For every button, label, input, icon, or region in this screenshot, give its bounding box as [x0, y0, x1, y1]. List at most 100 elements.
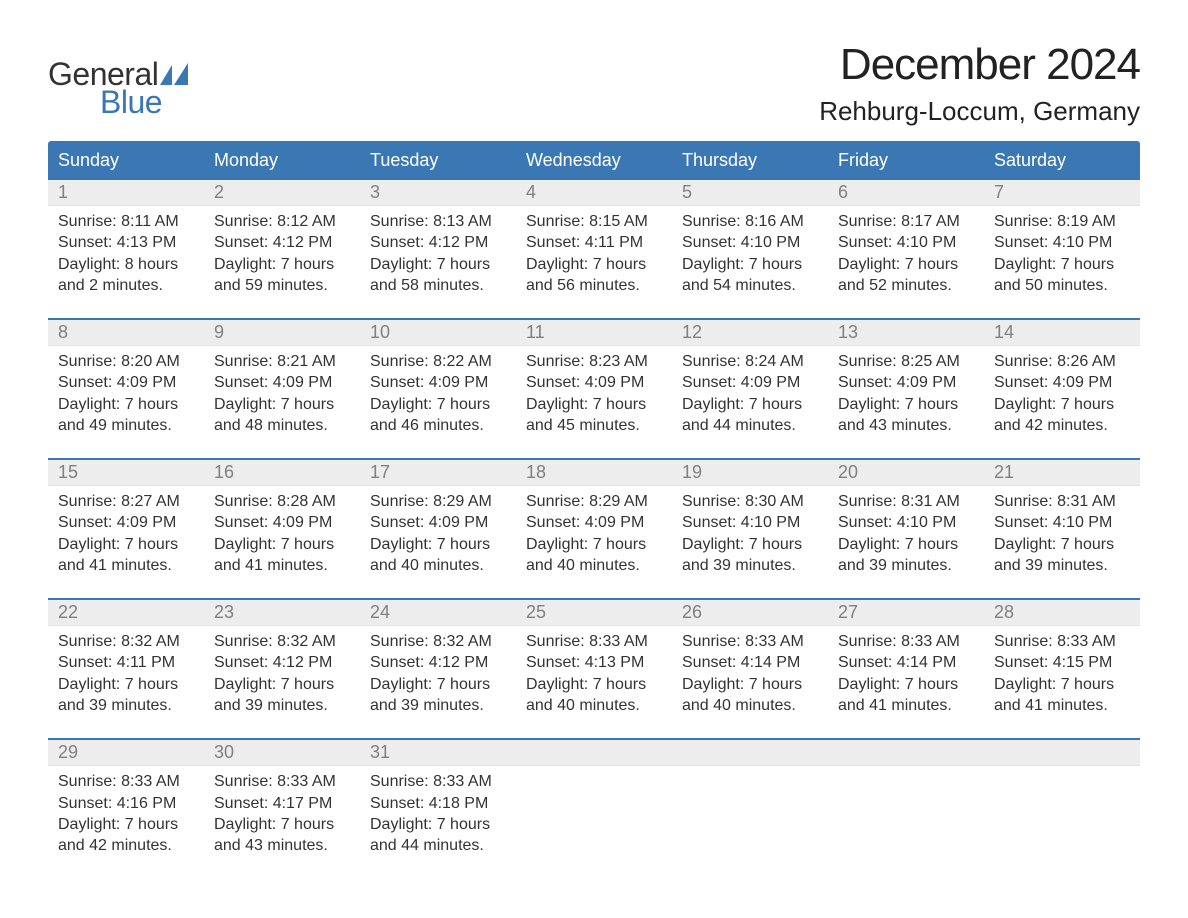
day-number-strip: 10: [360, 320, 516, 346]
day-body: Sunrise: 8:23 AMSunset: 4:09 PMDaylight:…: [516, 346, 672, 458]
day-number: 7: [984, 180, 1140, 205]
day-sunrise: Sunrise: 8:33 AM: [682, 631, 818, 652]
day-day1: Daylight: 7 hours: [682, 674, 818, 695]
day-cell: 19Sunrise: 8:30 AMSunset: 4:10 PMDayligh…: [672, 460, 828, 598]
day-sunset: Sunset: 4:14 PM: [838, 652, 974, 673]
day-day2: and 41 minutes.: [838, 695, 974, 716]
day-body: Sunrise: 8:26 AMSunset: 4:09 PMDaylight:…: [984, 346, 1140, 458]
day-day2: and 45 minutes.: [526, 415, 662, 436]
calendar: SundayMondayTuesdayWednesdayThursdayFrid…: [48, 141, 1140, 878]
day-cell: 1Sunrise: 8:11 AMSunset: 4:13 PMDaylight…: [48, 180, 204, 318]
week-row: 15Sunrise: 8:27 AMSunset: 4:09 PMDayligh…: [48, 458, 1140, 598]
day-sunrise: Sunrise: 8:11 AM: [58, 211, 194, 232]
day-sunset: Sunset: 4:12 PM: [214, 232, 350, 253]
day-day2: and 39 minutes.: [838, 555, 974, 576]
day-cell: 4Sunrise: 8:15 AMSunset: 4:11 PMDaylight…: [516, 180, 672, 318]
day-cell: 25Sunrise: 8:33 AMSunset: 4:13 PMDayligh…: [516, 600, 672, 738]
day-day1: Daylight: 7 hours: [370, 674, 506, 695]
day-sunrise: Sunrise: 8:33 AM: [214, 771, 350, 792]
day-sunset: Sunset: 4:09 PM: [994, 372, 1130, 393]
day-day1: Daylight: 7 hours: [214, 674, 350, 695]
day-sunset: Sunset: 4:17 PM: [214, 793, 350, 814]
day-body: Sunrise: 8:13 AMSunset: 4:12 PMDaylight:…: [360, 206, 516, 318]
day-day1: Daylight: 7 hours: [838, 254, 974, 275]
day-day2: and 43 minutes.: [214, 835, 350, 856]
day-body: Sunrise: 8:31 AMSunset: 4:10 PMDaylight:…: [984, 486, 1140, 598]
day-cell: 2Sunrise: 8:12 AMSunset: 4:12 PMDaylight…: [204, 180, 360, 318]
day-cell: 18Sunrise: 8:29 AMSunset: 4:09 PMDayligh…: [516, 460, 672, 598]
day-day1: Daylight: 7 hours: [58, 814, 194, 835]
day-sunset: Sunset: 4:18 PM: [370, 793, 506, 814]
week-row: 29Sunrise: 8:33 AMSunset: 4:16 PMDayligh…: [48, 738, 1140, 878]
day-day1: Daylight: 7 hours: [526, 534, 662, 555]
day-cell: [672, 740, 828, 878]
day-number-strip: 4: [516, 180, 672, 206]
day-number-strip: 20: [828, 460, 984, 486]
day-number-strip: 25: [516, 600, 672, 626]
day-cell: 12Sunrise: 8:24 AMSunset: 4:09 PMDayligh…: [672, 320, 828, 458]
day-cell: 5Sunrise: 8:16 AMSunset: 4:10 PMDaylight…: [672, 180, 828, 318]
day-cell: 28Sunrise: 8:33 AMSunset: 4:15 PMDayligh…: [984, 600, 1140, 738]
day-sunset: Sunset: 4:09 PM: [682, 372, 818, 393]
day-sunset: Sunset: 4:13 PM: [58, 232, 194, 253]
day-sunrise: Sunrise: 8:26 AM: [994, 351, 1130, 372]
day-day2: and 42 minutes.: [58, 835, 194, 856]
day-number-strip: 1: [48, 180, 204, 206]
day-body: Sunrise: 8:20 AMSunset: 4:09 PMDaylight:…: [48, 346, 204, 458]
day-number: 13: [828, 320, 984, 345]
day-cell: 31Sunrise: 8:33 AMSunset: 4:18 PMDayligh…: [360, 740, 516, 878]
day-sunrise: Sunrise: 8:13 AM: [370, 211, 506, 232]
day-day2: and 40 minutes.: [526, 555, 662, 576]
location: Rehburg-Loccum, Germany: [819, 96, 1140, 127]
day-number: 2: [204, 180, 360, 205]
day-sunset: Sunset: 4:10 PM: [682, 232, 818, 253]
day-number-strip: 7: [984, 180, 1140, 206]
day-sunset: Sunset: 4:09 PM: [526, 372, 662, 393]
day-day1: Daylight: 7 hours: [838, 534, 974, 555]
day-number-strip-empty: [984, 740, 1140, 766]
day-sunset: Sunset: 4:11 PM: [526, 232, 662, 253]
day-day2: and 39 minutes.: [214, 695, 350, 716]
day-cell: 15Sunrise: 8:27 AMSunset: 4:09 PMDayligh…: [48, 460, 204, 598]
day-number: 30: [204, 740, 360, 765]
day-number: 17: [360, 460, 516, 485]
day-sunset: Sunset: 4:11 PM: [58, 652, 194, 673]
day-sunrise: Sunrise: 8:15 AM: [526, 211, 662, 232]
day-sunrise: Sunrise: 8:22 AM: [370, 351, 506, 372]
day-day1: Daylight: 7 hours: [682, 394, 818, 415]
day-sunset: Sunset: 4:09 PM: [838, 372, 974, 393]
day-body: Sunrise: 8:31 AMSunset: 4:10 PMDaylight:…: [828, 486, 984, 598]
day-number: 8: [48, 320, 204, 345]
day-cell: [828, 740, 984, 878]
day-body: Sunrise: 8:24 AMSunset: 4:09 PMDaylight:…: [672, 346, 828, 458]
day-cell: 9Sunrise: 8:21 AMSunset: 4:09 PMDaylight…: [204, 320, 360, 458]
day-cell: [984, 740, 1140, 878]
day-number: 6: [828, 180, 984, 205]
logo: General Blue: [48, 40, 188, 121]
day-day1: Daylight: 7 hours: [994, 674, 1130, 695]
day-cell: 27Sunrise: 8:33 AMSunset: 4:14 PMDayligh…: [828, 600, 984, 738]
day-body: Sunrise: 8:22 AMSunset: 4:09 PMDaylight:…: [360, 346, 516, 458]
day-number-strip: 23: [204, 600, 360, 626]
day-number: 4: [516, 180, 672, 205]
day-day1: Daylight: 7 hours: [370, 254, 506, 275]
day-number: 5: [672, 180, 828, 205]
day-sunrise: Sunrise: 8:33 AM: [994, 631, 1130, 652]
day-number-strip: 31: [360, 740, 516, 766]
day-number: 23: [204, 600, 360, 625]
day-sunset: Sunset: 4:10 PM: [994, 232, 1130, 253]
header: General Blue December 2024 Rehburg-Loccu…: [48, 40, 1140, 127]
day-day1: Daylight: 7 hours: [370, 534, 506, 555]
day-sunrise: Sunrise: 8:32 AM: [370, 631, 506, 652]
day-body: Sunrise: 8:28 AMSunset: 4:09 PMDaylight:…: [204, 486, 360, 598]
day-sunset: Sunset: 4:10 PM: [994, 512, 1130, 533]
day-cell: 29Sunrise: 8:33 AMSunset: 4:16 PMDayligh…: [48, 740, 204, 878]
day-number-strip-empty: [828, 740, 984, 766]
day-cell: 6Sunrise: 8:17 AMSunset: 4:10 PMDaylight…: [828, 180, 984, 318]
day-number: 27: [828, 600, 984, 625]
day-day2: and 52 minutes.: [838, 275, 974, 296]
day-day2: and 40 minutes.: [682, 695, 818, 716]
day-number: 1: [48, 180, 204, 205]
day-number-strip: 8: [48, 320, 204, 346]
day-number: 25: [516, 600, 672, 625]
